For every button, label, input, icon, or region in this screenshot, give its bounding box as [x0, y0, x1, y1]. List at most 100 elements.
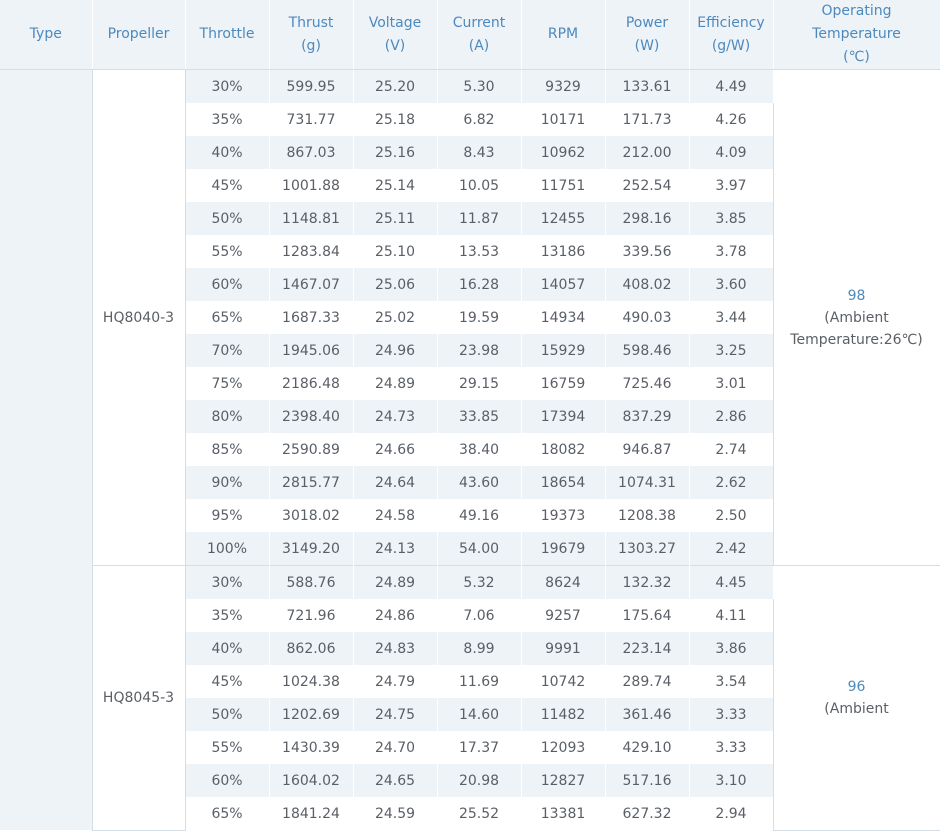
table-row: 40% 867.03 25.16 8.43 10962 212.00 4.09: [0, 136, 940, 169]
current-cell: 38.40: [437, 433, 522, 466]
propeller-cell: HQ8040-3: [92, 69, 186, 566]
rpm-cell: 10171: [521, 103, 606, 136]
efficiency-cell: 4.45: [689, 565, 774, 599]
throttle-cell: 65%: [185, 797, 270, 830]
efficiency-cell: 2.62: [689, 466, 774, 499]
thrust-cell: 1001.88: [269, 169, 354, 202]
table-row: 65% 1687.33 25.02 19.59 14934 490.03 3.44: [0, 301, 940, 334]
table-row: HQ8040-3 30% 599.95 25.20 5.30 9329 133.61 4.49…: [0, 69, 940, 830]
table-row: 70% 1945.06 24.96 23.98 15929 598.46 3.25: [0, 334, 940, 367]
table-row: 55% 1283.84 25.10 13.53 13186 339.56 3.78: [0, 235, 940, 268]
current-cell: 6.82: [437, 103, 522, 136]
throttle-cell: 90%: [185, 466, 270, 499]
thrust-cell: 721.96: [269, 599, 354, 632]
efficiency-cell: 2.94: [689, 797, 774, 830]
thrust-cell: 599.95: [269, 69, 354, 103]
power-cell: 517.16: [605, 764, 690, 797]
throttle-cell: 55%: [185, 731, 270, 764]
current-cell: 17.37: [437, 731, 522, 764]
header-row: Type Propeller Throttle Thrust (g) Voltag…: [0, 0, 940, 70]
efficiency-cell: 3.78: [689, 235, 774, 268]
thrust-cell: 862.06: [269, 632, 354, 665]
throttle-cell: 70%: [185, 334, 270, 367]
table-row: 90% 2815.77 24.64 43.60 18654 1074.31 2.62: [0, 466, 940, 499]
power-cell: 361.46: [605, 698, 690, 731]
thrust-cell: 1604.02: [269, 764, 354, 797]
current-cell: 8.99: [437, 632, 522, 665]
throttle-cell: 35%: [185, 599, 270, 632]
throttle-cell: 60%: [185, 764, 270, 797]
throttle-cell: 45%: [185, 169, 270, 202]
current-cell: 16.28: [437, 268, 522, 301]
efficiency-cell: 2.86: [689, 400, 774, 433]
current-cell: 49.16: [437, 499, 522, 532]
header-type: Type: [0, 0, 93, 70]
voltage-cell: 24.89: [353, 565, 438, 599]
table-row: 100% 3149.20 24.13 54.00 19679 1303.27 2.42: [0, 532, 940, 566]
current-cell: 11.69: [437, 665, 522, 698]
voltage-cell: 25.18: [353, 103, 438, 136]
voltage-cell: 24.75: [353, 698, 438, 731]
rpm-cell: 14057: [521, 268, 606, 301]
current-cell: 7.06: [437, 599, 522, 632]
rpm-cell: 12455: [521, 202, 606, 235]
rpm-cell: 13381: [521, 797, 606, 830]
efficiency-cell: 3.54: [689, 665, 774, 698]
power-cell: 598.46: [605, 334, 690, 367]
power-cell: 289.74: [605, 665, 690, 698]
rpm-cell: 11751: [521, 169, 606, 202]
temperature-note: Temperature:26℃): [790, 331, 923, 348]
rpm-cell: 10742: [521, 665, 606, 698]
rpm-cell: 16759: [521, 367, 606, 400]
header-thrust: Thrust (g): [269, 0, 354, 70]
header-rpm: RPM: [521, 0, 606, 70]
voltage-cell: 25.20: [353, 69, 438, 103]
thrust-cell: 1467.07: [269, 268, 354, 301]
rpm-cell: 18654: [521, 466, 606, 499]
throttle-cell: 55%: [185, 235, 270, 268]
throttle-cell: 100%: [185, 532, 270, 566]
current-cell: 25.52: [437, 797, 522, 830]
thrust-cell: 1148.81: [269, 202, 354, 235]
table-body: HQ8040-3 30% 599.95 25.20 5.30 9329 133.61 4.49…: [0, 69, 940, 831]
rpm-cell: 19679: [521, 532, 606, 566]
table-row: 45% 1001.88 25.14 10.05 11751 252.54 3.97: [0, 169, 940, 202]
voltage-cell: 24.96: [353, 334, 438, 367]
throttle-cell: 85%: [185, 433, 270, 466]
current-cell: 10.05: [437, 169, 522, 202]
power-cell: 837.29: [605, 400, 690, 433]
current-cell: 29.15: [437, 367, 522, 400]
table-row: 60% 1604.02 24.65 20.98 12827 517.16 3.10: [0, 764, 940, 797]
temperature-cell: 96 (Ambient: [772, 565, 940, 831]
efficiency-cell: 4.26: [689, 103, 774, 136]
power-cell: 725.46: [605, 367, 690, 400]
efficiency-cell: 3.97: [689, 169, 774, 202]
current-cell: 43.60: [437, 466, 522, 499]
efficiency-cell: 4.09: [689, 136, 774, 169]
temperature-cell: 98 (Ambient Temperature:26℃): [772, 69, 940, 566]
thrust-cell: 2815.77: [269, 466, 354, 499]
current-cell: 20.98: [437, 764, 522, 797]
header-efficiency: Efficiency (g/W): [689, 0, 774, 70]
table-row: 80% 2398.40 24.73 33.85 17394 837.29 2.86: [0, 400, 940, 433]
efficiency-cell: 2.50: [689, 499, 774, 532]
rpm-cell: 18082: [521, 433, 606, 466]
power-cell: 627.32: [605, 797, 690, 830]
current-cell: 5.32: [437, 565, 522, 599]
rpm-cell: 11482: [521, 698, 606, 731]
voltage-cell: 24.83: [353, 632, 438, 665]
efficiency-cell: 3.10: [689, 764, 774, 797]
voltage-cell: 24.79: [353, 665, 438, 698]
temperature-value: 96: [847, 678, 866, 695]
rpm-cell: 17394: [521, 400, 606, 433]
thrust-cell: 2590.89: [269, 433, 354, 466]
rpm-cell: 9991: [521, 632, 606, 665]
header-power: Power (W): [605, 0, 690, 70]
throttle-cell: 65%: [185, 301, 270, 334]
table-row: 95% 3018.02 24.58 49.16 19373 1208.38 2.50: [0, 499, 940, 532]
throttle-cell: 95%: [185, 499, 270, 532]
power-cell: 132.32: [605, 565, 690, 599]
efficiency-cell: 4.49: [689, 69, 774, 103]
temperature-value: 98: [847, 287, 866, 304]
